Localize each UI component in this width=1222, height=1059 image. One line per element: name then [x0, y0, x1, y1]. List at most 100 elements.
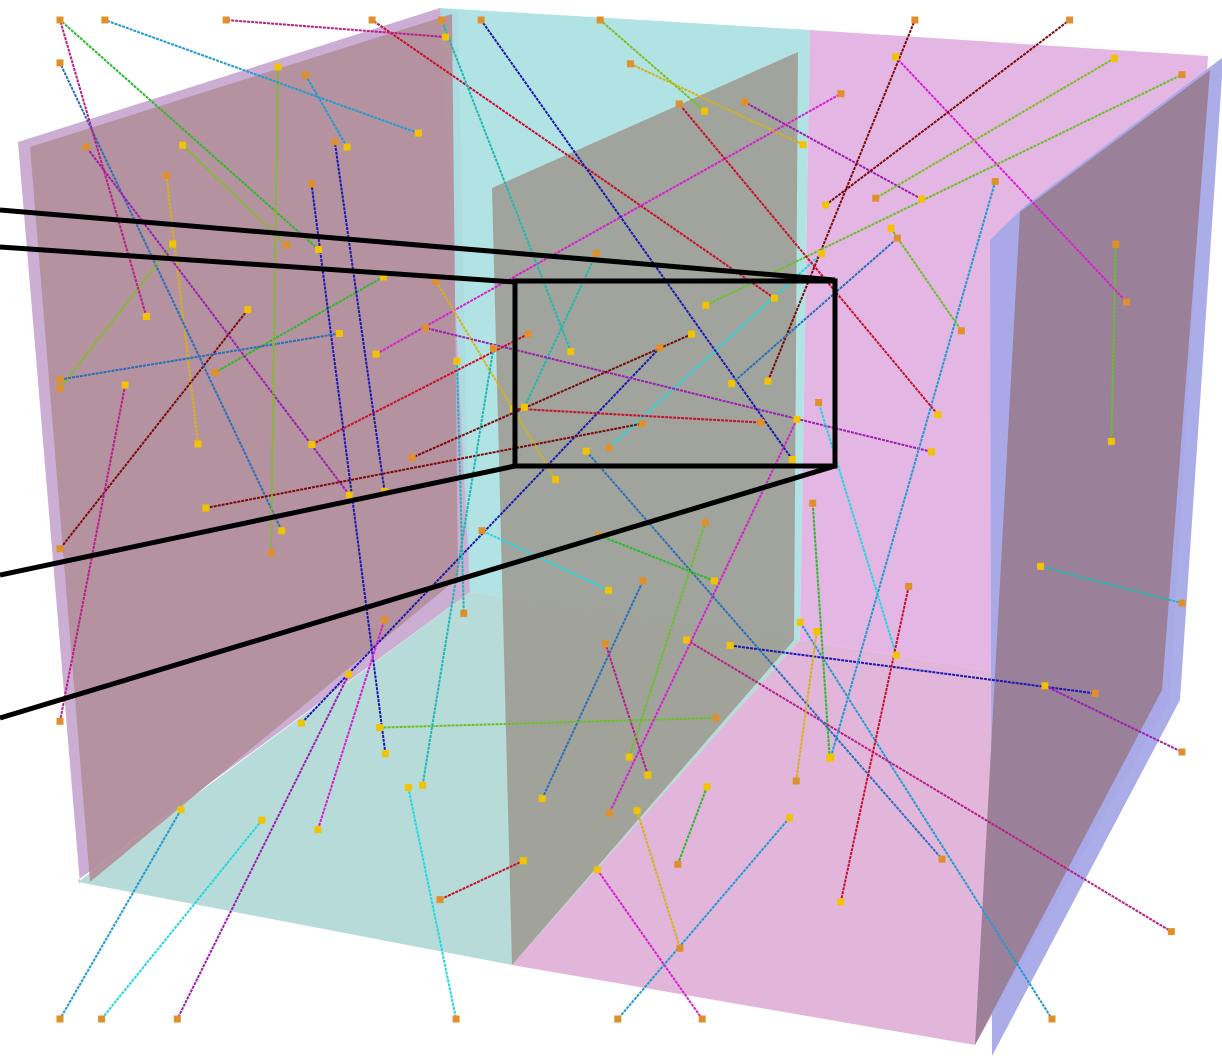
particle-track: [599, 19, 706, 112]
hit-marker: [1123, 298, 1130, 306]
particle-track: [686, 639, 1172, 933]
particle-track: [890, 227, 963, 332]
hit-marker: [308, 180, 315, 188]
hit-marker: [331, 138, 339, 146]
hit-marker: [796, 618, 804, 626]
hit-marker: [698, 1015, 706, 1023]
hit-marker: [524, 330, 532, 338]
hit-marker: [799, 141, 807, 149]
hit-marker: [372, 350, 380, 358]
hit-marker: [872, 194, 880, 202]
hit-marker: [911, 16, 919, 24]
hit-marker: [477, 16, 485, 24]
hit-marker: [376, 724, 384, 732]
particle-track: [585, 450, 943, 860]
hit-marker: [1091, 689, 1099, 697]
hit-marker: [380, 616, 388, 624]
particle-track: [270, 66, 279, 554]
hit-marker: [596, 16, 604, 24]
particle-tracks: [59, 19, 1183, 1020]
hit-marker: [267, 549, 275, 557]
hit-marker: [674, 860, 682, 868]
hit-marker: [258, 816, 266, 824]
hit-marker: [626, 60, 634, 68]
particle-track: [300, 347, 661, 724]
particle-track: [894, 56, 1128, 303]
particle-track: [617, 817, 791, 1020]
hit-marker: [442, 33, 449, 41]
particle-track: [425, 326, 932, 453]
particle-track: [629, 62, 804, 146]
particle-track: [59, 809, 182, 1020]
hit-marker: [179, 141, 187, 149]
particle-track: [480, 19, 794, 461]
particle-track: [766, 19, 916, 382]
hit-marker: [639, 577, 647, 585]
hit-marker: [991, 178, 999, 185]
particle-track: [1044, 684, 1183, 753]
hit-marker: [928, 448, 935, 456]
hit-marker: [905, 582, 913, 590]
particle-track: [824, 19, 1071, 206]
hit-markers: [56, 16, 1186, 1023]
hit-marker: [1110, 54, 1118, 62]
hit-marker: [837, 898, 845, 906]
hit-marker: [211, 368, 219, 376]
hit-marker: [438, 16, 446, 24]
hit-marker: [726, 642, 734, 649]
hit-marker: [793, 415, 801, 423]
hit-marker: [422, 324, 429, 332]
hit-marker: [605, 444, 613, 452]
hit-marker: [460, 609, 468, 617]
hit-marker: [1107, 437, 1115, 445]
hit-marker: [815, 399, 823, 406]
hit-marker: [728, 380, 736, 388]
hit-marker: [343, 143, 351, 151]
hit-marker: [408, 454, 416, 462]
callout-line-1: [0, 207, 836, 283]
particle-track: [1110, 244, 1117, 442]
hit-marker: [452, 1015, 460, 1023]
particle-track: [440, 19, 572, 352]
particle-track: [59, 243, 174, 390]
hit-marker: [938, 855, 946, 863]
hit-marker: [809, 499, 817, 507]
particle-track: [628, 522, 707, 758]
hit-marker: [1178, 71, 1186, 79]
hit-marker: [379, 273, 387, 281]
hit-marker: [757, 419, 765, 426]
particle-track: [731, 237, 899, 385]
particle-track: [829, 181, 997, 758]
hit-marker: [1178, 748, 1186, 756]
particle-track: [481, 529, 609, 592]
hit-marker: [813, 628, 821, 635]
hit-marker: [56, 545, 64, 553]
particle-track: [100, 819, 263, 1020]
hit-marker: [202, 504, 210, 512]
particle-track: [439, 859, 524, 901]
hit-marker: [82, 143, 90, 151]
right-panel: [975, 70, 1210, 1045]
hit-marker: [827, 753, 835, 761]
hit-marker: [957, 327, 965, 335]
particle-track: [678, 103, 939, 416]
hit-marker: [302, 71, 310, 79]
hit-marker: [786, 814, 793, 822]
particle-track: [705, 73, 1183, 307]
particle-track: [421, 348, 495, 786]
hit-marker: [605, 586, 612, 594]
hit-marker: [1041, 682, 1049, 690]
hit-marker: [194, 440, 202, 448]
callout-line-3: [0, 463, 516, 578]
hit-marker: [478, 527, 486, 535]
hit-marker: [335, 330, 343, 337]
particle-track: [104, 19, 419, 135]
hit-marker: [414, 129, 422, 137]
particle-track: [1040, 565, 1183, 605]
hit-marker: [934, 411, 942, 419]
hit-marker: [404, 784, 412, 791]
particle-track: [636, 810, 681, 949]
particle-track: [817, 402, 898, 656]
hit-marker: [676, 944, 684, 952]
hit-marker: [1037, 562, 1045, 570]
